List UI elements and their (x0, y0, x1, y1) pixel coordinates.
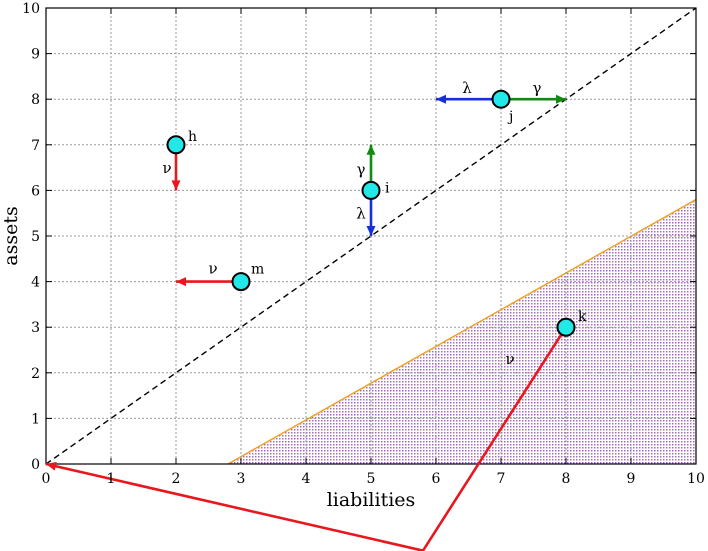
y-tick-label-6: 6 (31, 183, 40, 199)
y-axis-label: assets (0, 206, 22, 265)
point-m (231, 272, 251, 292)
point-label-h: h (188, 129, 197, 145)
x-tick-label-8: 8 (562, 471, 571, 487)
x-tick-label-3: 3 (237, 471, 246, 487)
x-tick-label-7: 7 (497, 471, 506, 487)
point-j (491, 89, 511, 109)
y-tick-label-5: 5 (31, 229, 40, 245)
arrow-5-label: γ (533, 79, 542, 97)
arrow-0-head (171, 180, 181, 191)
x-tick-label-0: 0 (42, 471, 51, 487)
y-tick-label-10: 10 (22, 1, 40, 17)
point-i (361, 180, 381, 200)
arrow-6-head (46, 461, 57, 471)
y-tick-label-1: 1 (31, 411, 40, 427)
x-axis-label: liabilities (327, 489, 416, 511)
point-k (556, 317, 576, 337)
diagonal-line (45, 7, 697, 465)
x-tick-label-9: 9 (627, 471, 636, 487)
x-tick-label-2: 2 (172, 471, 181, 487)
point-label-i: i (385, 180, 390, 196)
shaded-region-layer (227, 198, 697, 465)
x-tick-label-10: 10 (687, 471, 705, 487)
point-label-j: j (507, 109, 513, 125)
point-h (166, 135, 186, 155)
arrow-2-head (366, 144, 376, 155)
y-tick-label-2: 2 (31, 366, 40, 382)
y-tick-label-3: 3 (31, 320, 40, 336)
y-tick-label-8: 8 (31, 92, 40, 108)
point-label-k: k (578, 309, 587, 325)
arrow-2-label: γ (357, 160, 366, 178)
x-tick-label-4: 4 (302, 471, 311, 487)
arrow-5-head (556, 94, 566, 104)
x-tick-label-1: 1 (107, 471, 116, 487)
plot-frame-layer (45, 7, 697, 465)
arrow-3-head (366, 226, 376, 236)
y-tick-label-0: 0 (31, 457, 40, 473)
y-tick-label-9: 9 (31, 47, 40, 63)
arrow-4-label: λ (462, 79, 472, 97)
points-layer: h m i j k (166, 89, 587, 337)
y-tick-label-4: 4 (31, 275, 40, 291)
arrow-0-label: ν (162, 159, 171, 177)
y-tick-label-7: 7 (31, 138, 40, 154)
diagonal-layer (45, 7, 697, 465)
x-tick-label-6: 6 (432, 471, 441, 487)
arrow-1-head (176, 277, 186, 287)
arrow-4-head (436, 94, 446, 104)
arrow-1-label: ν (208, 260, 217, 278)
region-boundary-line (227, 198, 697, 465)
arrow-6-label: ν (505, 350, 514, 368)
point-label-m: m (251, 262, 264, 278)
arrow-3-label: λ (356, 204, 366, 222)
tick-labels-layer: 0 1 2 3 4 5 6 7 8 9 10 0 1 2 3 4 5 6 7 8 9 10 (22, 1, 705, 487)
x-tick-label-5: 5 (367, 471, 376, 487)
